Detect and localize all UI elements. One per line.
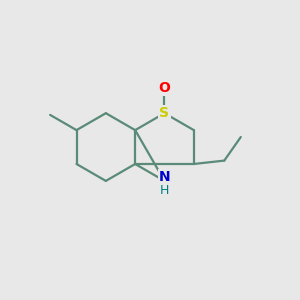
Text: N: N	[159, 170, 170, 184]
Text: O: O	[158, 81, 170, 95]
Text: S: S	[160, 106, 170, 120]
Text: H: H	[160, 184, 169, 197]
